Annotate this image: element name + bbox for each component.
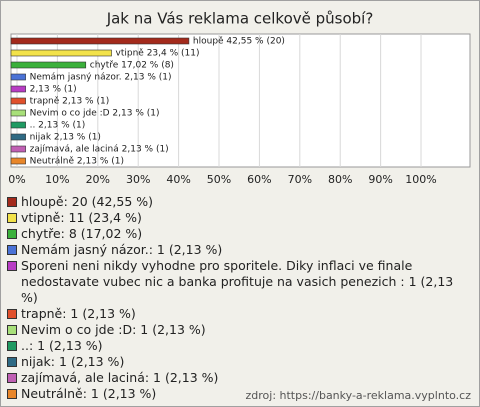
legend-swatch <box>7 357 17 367</box>
legend-swatch <box>7 261 17 271</box>
value-label: nijak 2,13 % (1) <box>30 133 101 143</box>
x-tick-label: 60% <box>247 173 271 186</box>
bar <box>10 73 26 81</box>
legend-swatch <box>7 229 17 239</box>
legend-swatch <box>7 325 17 335</box>
value-label: 2,13 % (1) <box>30 85 77 95</box>
legend-label: trapně: 1 (2,13 %) <box>21 306 136 321</box>
legend-label: Nevim o co jde :D: 1 (2,13 %) <box>21 322 206 337</box>
bar <box>10 145 26 153</box>
bar <box>10 121 26 129</box>
x-tick-label: 70% <box>288 173 312 186</box>
bar <box>10 97 26 105</box>
legend-item: ..: 1 (2,13 %) <box>7 338 473 354</box>
x-tick-label: 90% <box>368 173 392 186</box>
legend-item: trapně: 1 (2,13 %) <box>7 306 473 322</box>
chart: Jak na Vás reklama celkově působí? 0% 10%… <box>8 10 471 186</box>
legend-label: Nemám jasný názor.: 1 (2,13 %) <box>21 242 223 257</box>
legend-swatch <box>7 341 17 351</box>
bar <box>10 37 190 45</box>
value-label: chytře 17,02 % (8) <box>90 61 174 71</box>
x-tick-label: 100% <box>405 173 436 186</box>
chart-title: Jak na Vás reklama celkově působí? <box>106 10 374 28</box>
legend-swatch <box>7 389 17 399</box>
bar <box>10 133 26 141</box>
value-label: vtipně 23,4 % (11) <box>116 49 200 59</box>
x-tick-label: 0% <box>8 173 25 186</box>
value-label: Nevim o co jde :D 2,13 % (1) <box>30 109 160 119</box>
legend-label: vtipně: 11 (23,4 %) <box>21 210 142 225</box>
x-tick-label: 40% <box>166 173 190 186</box>
legend-swatch <box>7 309 17 319</box>
value-label: Neutrálně 2,13 % (1) <box>30 157 124 167</box>
legend-label: Neutrálně: 1 (2,13 %) <box>21 386 157 401</box>
legend-item: Nemám jasný názor.: 1 (2,13 %) <box>7 242 473 258</box>
legend-item: hloupě: 20 (42,55 %) <box>7 194 473 210</box>
bar <box>10 157 26 165</box>
legend-label: Sporeni neni nikdy vyhodne pro sporitele… <box>21 258 454 305</box>
legend-item: Sporeni neni nikdy vyhodne pro sporitele… <box>7 258 473 306</box>
bar <box>10 49 112 57</box>
legend-item: chytře: 8 (17,02 %) <box>7 226 473 242</box>
legend-label: nijak: 1 (2,13 %) <box>21 354 125 369</box>
legend-label: ..: 1 (2,13 %) <box>21 338 103 353</box>
source: zdroj: https://banky-a-reklama.vyplnto.c… <box>245 389 472 402</box>
legend-swatch <box>7 245 17 255</box>
legend-item: zajímavá, ale laciná: 1 (2,13 %) <box>7 370 473 386</box>
legend-label: zajímavá, ale laciná: 1 (2,13 %) <box>21 370 219 385</box>
x-tick-label: 50% <box>207 173 231 186</box>
bar <box>10 61 87 69</box>
value-label: trapně 2,13 % (1) <box>30 97 110 107</box>
legend-item: nijak: 1 (2,13 %) <box>7 354 473 370</box>
x-tick-label: 30% <box>126 173 150 186</box>
bar <box>10 85 26 93</box>
legend-item: Nevim o co jde :D: 1 (2,13 %) <box>7 322 473 338</box>
bar <box>10 109 26 117</box>
legend: hloupě: 20 (42,55 %) vtipně: 11 (23,4 %) c… <box>7 194 473 402</box>
legend-label: hloupě: 20 (42,55 %) <box>21 194 154 209</box>
x-tick-label: 10% <box>45 173 69 186</box>
x-tick-label: 80% <box>328 173 352 186</box>
legend-label: chytře: 8 (17,02 %) <box>21 226 143 241</box>
value-label: Nemám jasný názor. 2,13 % (1) <box>30 73 172 83</box>
value-label: hloupě 42,55 % (20) <box>193 37 285 47</box>
legend-swatch <box>7 197 17 207</box>
legend-swatch <box>7 213 17 223</box>
legend-item: Neutrálně: 1 (2,13 %) <box>7 386 473 402</box>
value-label: zajímavá, ale laciná 2,13 % (1) <box>30 145 169 155</box>
value-label: .. 2,13 % (1) <box>30 121 86 131</box>
legend-item: vtipně: 11 (23,4 %) <box>7 210 473 226</box>
legend-swatch <box>7 373 17 383</box>
x-tick-label: 20% <box>86 173 110 186</box>
